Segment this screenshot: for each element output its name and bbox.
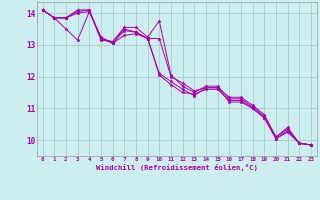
X-axis label: Windchill (Refroidissement éolien,°C): Windchill (Refroidissement éolien,°C): [96, 164, 258, 171]
